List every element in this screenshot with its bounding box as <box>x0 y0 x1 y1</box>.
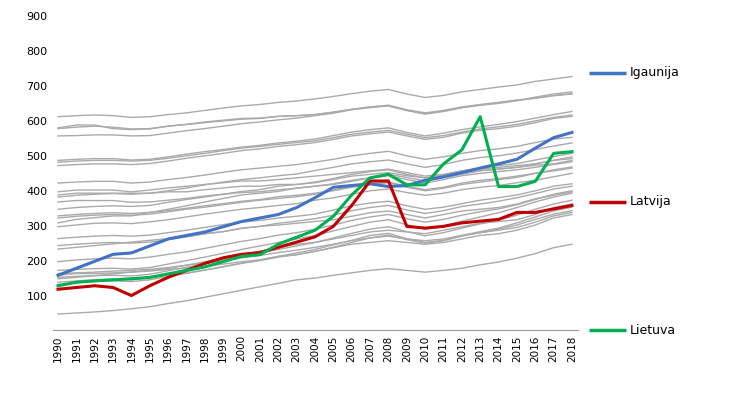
Text: Igaunija: Igaunija <box>630 66 680 79</box>
Text: Lietuva: Lietuva <box>630 324 676 337</box>
Text: Latvija: Latvija <box>630 195 672 208</box>
